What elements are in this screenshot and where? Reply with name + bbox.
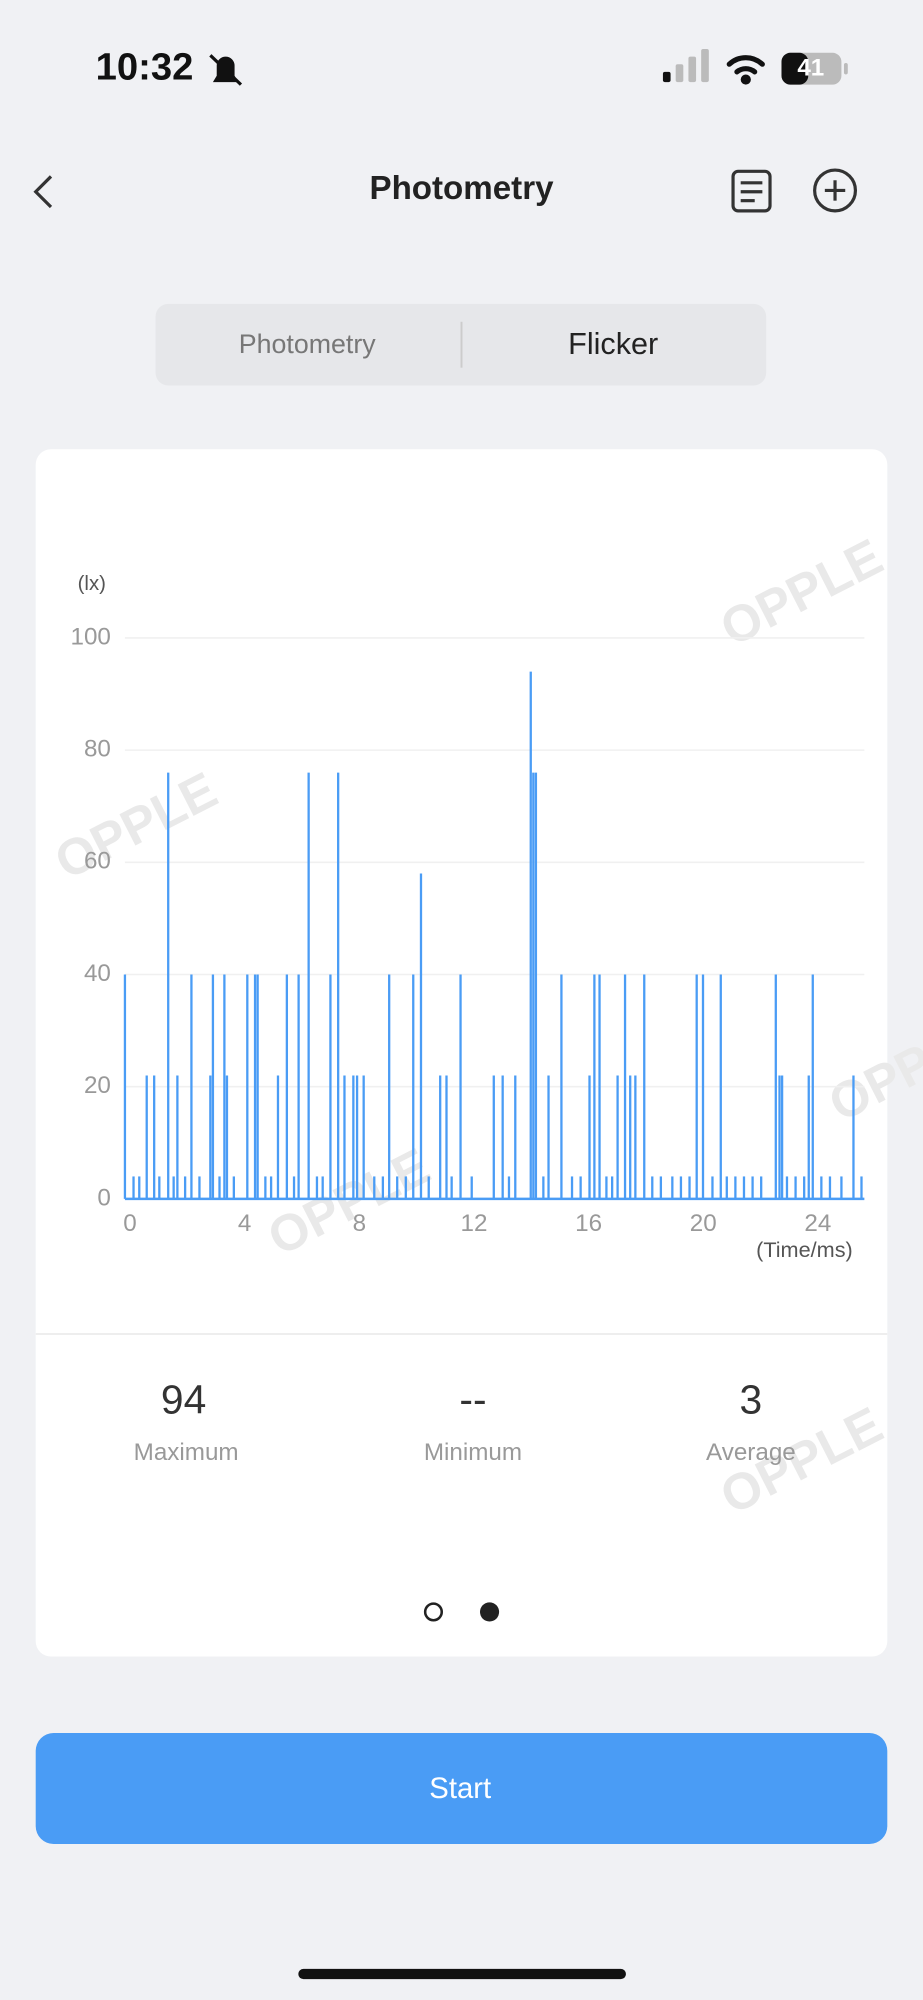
stat-value: -- [459,1377,486,1423]
battery-level: 41 [797,55,824,82]
wifi-icon [726,55,765,85]
records-button[interactable] [731,169,772,213]
tab[interactable]: Photometry [239,329,376,359]
x-tick-label: 4 [238,1210,251,1237]
y-tick-label: 20 [84,1072,111,1099]
start-button[interactable] [35,1733,888,1844]
back-button[interactable] [33,175,53,209]
stat-label: Maximum [134,1439,239,1466]
start-button-label: Start [429,1772,491,1805]
x-tick-label: 24 [804,1210,831,1237]
x-tick-label: 0 [123,1210,136,1237]
stat-value: 3 [740,1377,763,1423]
stat-value: 94 [161,1377,206,1423]
stats: 94 Maximum -- Minimum 3 Average [134,1377,796,1467]
page-dot-active[interactable] [479,1602,500,1622]
chart: 0 20 40 60 80 100 0 4 8 12 16 20 24 (lx) (Time/ms) [70,573,865,1262]
tab-active[interactable]: Flicker [568,327,658,361]
y-tick-label: 0 [97,1184,110,1211]
y-tick-label: 40 [84,960,111,987]
home-indicator [298,1968,626,1980]
y-tick-label: 80 [84,736,111,763]
x-tick-label: 12 [460,1210,487,1237]
signal-icon [662,48,709,83]
add-button[interactable] [813,168,858,213]
page-dot[interactable] [423,1602,444,1622]
y-unit: (lx) [78,573,106,595]
page-title: Photometry [369,170,554,207]
stat-label: Minimum [424,1439,522,1466]
clock: 10:32 [96,45,194,88]
x-tick-label: 16 [575,1210,602,1237]
y-tick-label: 60 [84,848,111,875]
stat-label: Average [706,1439,796,1466]
x-axis-label: (Time/ms) [756,1237,853,1262]
y-tick-label: 100 [70,623,110,650]
x-tick-label: 20 [690,1210,717,1237]
battery-icon: 41 [781,52,848,85]
x-tick-label: 8 [353,1210,366,1237]
mute-icon [209,54,243,86]
